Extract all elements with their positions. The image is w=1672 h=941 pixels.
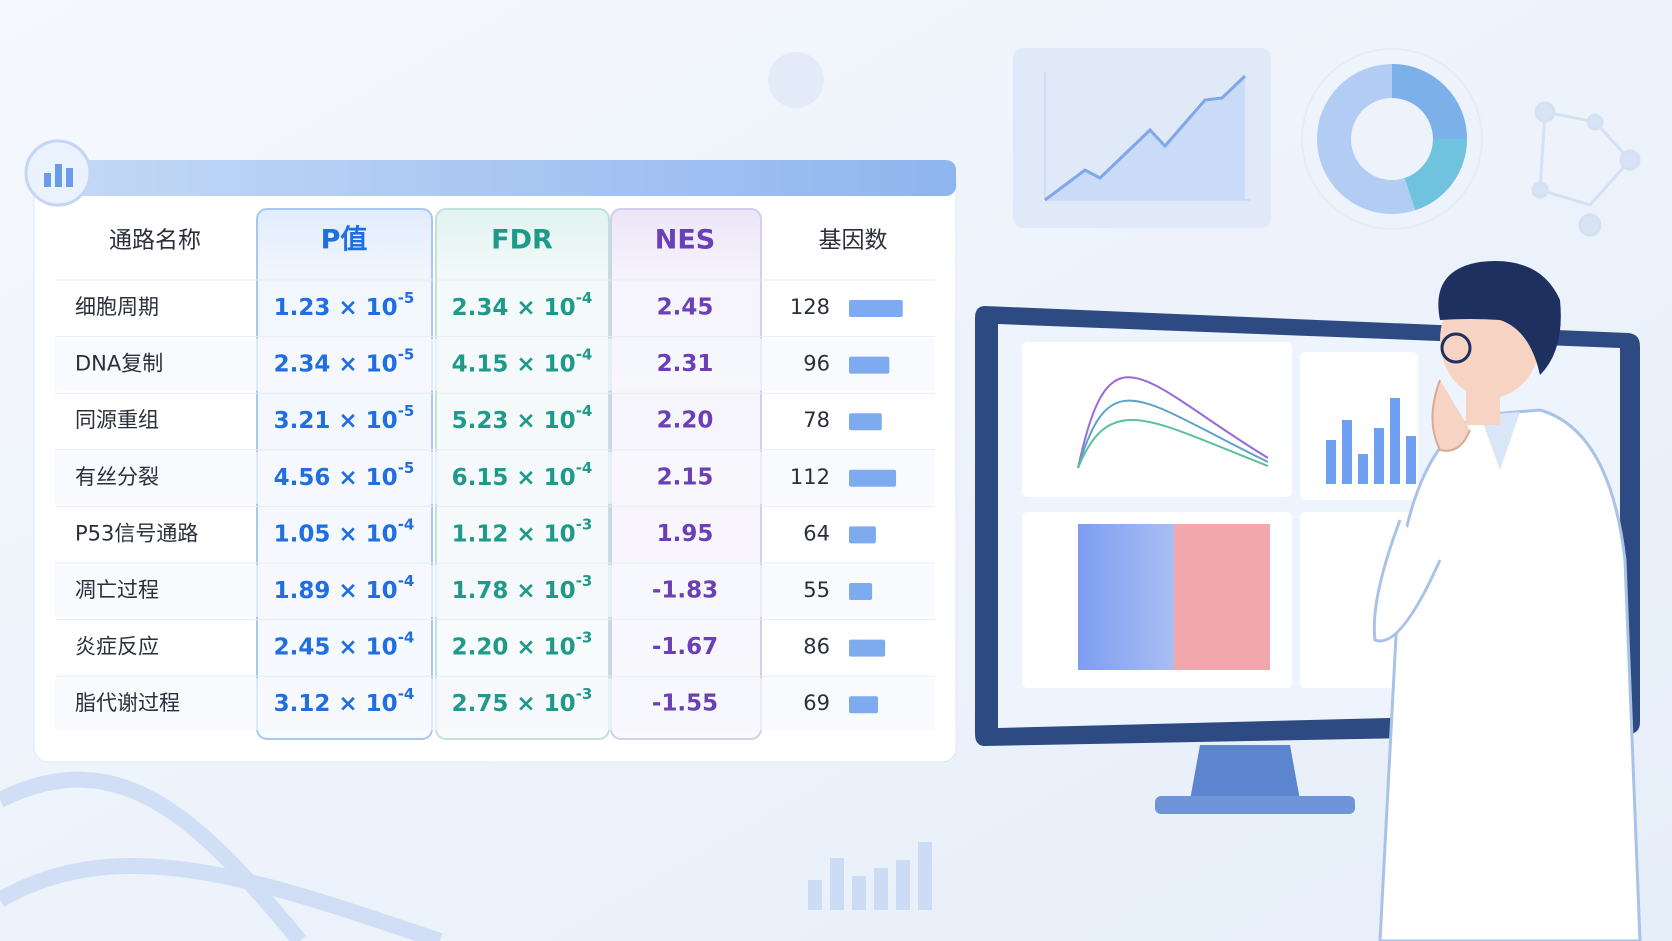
gene-count: 64 xyxy=(803,521,830,545)
gene-count-bar xyxy=(849,583,873,600)
mantissa: 3.12 × 10 xyxy=(274,691,398,717)
gene-count: 96 xyxy=(803,352,830,376)
row-stripe xyxy=(55,678,935,731)
column-header: P值 xyxy=(321,225,368,256)
row-stripe xyxy=(55,338,935,391)
nes-value: 2.31 xyxy=(657,351,714,377)
gene-count-bar xyxy=(849,696,878,714)
bottom-bars xyxy=(808,842,932,910)
mantissa: 1.05 × 10 xyxy=(274,521,398,547)
exponent: -3 xyxy=(576,685,593,703)
mantissa: 1.12 × 10 xyxy=(452,521,576,547)
exponent: -4 xyxy=(576,289,593,307)
exponent: -4 xyxy=(576,345,593,363)
nes-value: 2.45 xyxy=(657,295,714,321)
mantissa: 4.56 × 10 xyxy=(274,464,398,490)
scientific-value: 1.05 × 10-4 xyxy=(274,515,415,547)
scientific-value: 4.56 × 10-5 xyxy=(274,458,415,490)
mantissa: 2.75 × 10 xyxy=(452,691,576,717)
gene-count-bar xyxy=(849,469,897,487)
exponent: -5 xyxy=(398,289,415,307)
gene-count: 86 xyxy=(803,635,830,659)
exponent: -3 xyxy=(576,572,593,590)
pathway-name: 炎症反应 xyxy=(75,635,159,659)
donut-decoration xyxy=(1301,48,1483,230)
exponent: -4 xyxy=(398,515,415,533)
exponent: -5 xyxy=(398,345,415,363)
mantissa: 2.45 × 10 xyxy=(274,634,398,660)
molecule xyxy=(1531,101,1641,237)
mantissa: 2.20 × 10 xyxy=(452,634,576,660)
nes-value: -1.67 xyxy=(652,634,718,660)
pathway-name: 脂代谢过程 xyxy=(75,691,180,715)
scientific-value: 2.34 × 10-4 xyxy=(452,289,593,321)
column-header: NES xyxy=(655,225,716,256)
mantissa: 4.15 × 10 xyxy=(452,351,576,377)
nes-value: -1.55 xyxy=(652,691,718,717)
exponent: -5 xyxy=(398,402,415,420)
nes-value: 2.15 xyxy=(657,464,714,490)
gene-count: 128 xyxy=(790,295,830,319)
pathway-name: 有丝分裂 xyxy=(75,465,159,489)
mantissa: 3.21 × 10 xyxy=(274,408,398,434)
pathway-name: DNA复制 xyxy=(75,352,163,376)
scientific-value: 2.34 × 10-5 xyxy=(274,345,415,377)
gene-count-bar xyxy=(849,526,876,544)
scientific-value: 2.75 × 10-3 xyxy=(452,685,593,717)
scientific-value: 6.15 × 10-4 xyxy=(452,458,593,490)
column-header: 基因数 xyxy=(819,228,888,254)
scientist xyxy=(1372,261,1642,941)
exponent: -3 xyxy=(576,628,593,646)
mantissa: 2.34 × 10 xyxy=(452,295,576,321)
exponent: -4 xyxy=(398,572,415,590)
pathway-name: 细胞周期 xyxy=(75,295,159,319)
line-chart-card xyxy=(1013,48,1271,228)
column-header: FDR xyxy=(491,225,553,256)
gene-count-bar xyxy=(849,300,903,317)
gene-count: 78 xyxy=(803,408,830,432)
gene-count-bar xyxy=(849,639,886,657)
gene-count: 69 xyxy=(803,691,830,715)
scientific-value: 4.15 × 10-4 xyxy=(452,345,593,377)
gene-count: 112 xyxy=(790,465,830,489)
scientific-value: 1.12 × 10-3 xyxy=(452,515,593,547)
scientific-value: 2.45 × 10-4 xyxy=(274,628,415,660)
scientific-value: 5.23 × 10-4 xyxy=(452,402,593,434)
exponent: -4 xyxy=(576,458,593,476)
mantissa: 1.23 × 10 xyxy=(274,295,398,321)
dna-decoration xyxy=(0,771,443,941)
mantissa: 6.15 × 10 xyxy=(452,464,576,490)
scientific-value: 3.12 × 10-4 xyxy=(274,685,415,717)
pathway-name: 凋亡过程 xyxy=(75,578,159,602)
bubble xyxy=(768,52,824,108)
exponent: -3 xyxy=(576,515,593,533)
scientific-value: 3.21 × 10-5 xyxy=(274,402,415,434)
mantissa: 1.78 × 10 xyxy=(452,578,576,604)
scientific-value: 1.89 × 10-4 xyxy=(274,572,415,604)
mantissa: 5.23 × 10 xyxy=(452,408,576,434)
gene-count-bar xyxy=(849,356,890,374)
mantissa: 1.89 × 10 xyxy=(274,578,398,604)
scientific-value: 2.20 × 10-3 xyxy=(452,628,593,660)
mantissa: 2.34 × 10 xyxy=(274,351,398,377)
scientific-value: 1.78 × 10-3 xyxy=(452,572,593,604)
gene-count: 55 xyxy=(803,578,830,602)
column-header: 通路名称 xyxy=(109,228,201,254)
scientific-value: 1.23 × 10-5 xyxy=(274,289,415,321)
row-stripe xyxy=(55,565,935,617)
exponent: -4 xyxy=(398,685,415,703)
nes-value: 1.95 xyxy=(657,521,714,547)
exponent: -4 xyxy=(398,628,415,646)
nes-value: 2.20 xyxy=(657,408,714,434)
gene-count-bar xyxy=(849,413,882,431)
row-stripe xyxy=(55,451,935,504)
exponent: -4 xyxy=(576,402,593,420)
exponent: -5 xyxy=(398,458,415,476)
nes-value: -1.83 xyxy=(652,578,718,604)
pathway-name: P53信号通路 xyxy=(75,521,198,545)
pathway-name: 同源重组 xyxy=(75,408,159,432)
